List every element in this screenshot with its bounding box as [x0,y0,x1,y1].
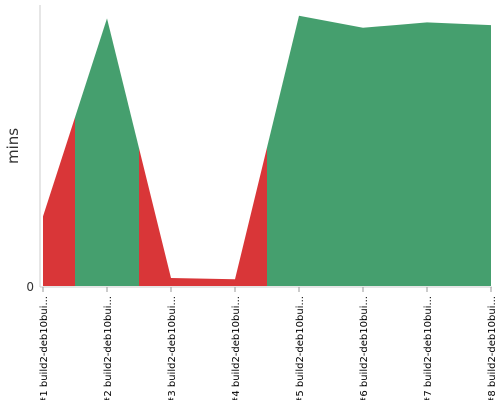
x-axis-ticks: #1 build2-deb10bui... #2 build2-deb10bui.… [39,287,498,400]
x-tick-label-5: #5 build2-deb10bui... [295,296,306,400]
area-segment-6 [331,21,395,286]
x-tick-label-1: #1 build2-deb10bui... [39,296,50,400]
area-segment-7 [395,22,459,287]
y-axis-label: mins [4,128,22,164]
x-tick-label-3: #3 build2-deb10bui... [167,296,178,400]
y-tick-label-0: 0 [26,280,34,294]
area-segments [43,15,491,287]
area-segment-2 [75,18,139,286]
area-segment-8 [459,23,491,286]
x-tick-label-8: #8 build2-deb10bui... [487,296,498,400]
x-tick-label-6: #6 build2-deb10bui... [359,296,370,400]
area-segment-4 [203,147,267,286]
area-segment-3 [139,148,203,286]
area-segment-5 [267,15,331,286]
x-tick-label-2: #2 build2-deb10bui... [103,296,114,400]
area-segment-1 [43,117,75,287]
x-tick-label-4: #4 build2-deb10bui... [231,296,242,400]
x-tick-label-7: #7 build2-deb10bui... [423,296,434,400]
